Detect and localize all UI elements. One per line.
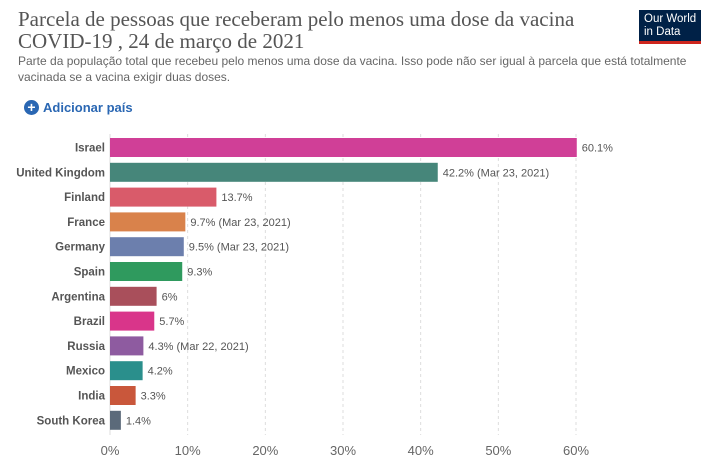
gridlines	[109, 134, 577, 435]
logo-line-2: in Data	[644, 26, 681, 38]
category-label: Argentina	[51, 291, 105, 303]
x-tick-label: 40%	[408, 443, 434, 458]
bar	[110, 410, 121, 430]
bar	[110, 336, 144, 356]
value-label: 5.7%	[159, 316, 184, 328]
category-label: Spain	[74, 267, 105, 279]
category-label: Israel	[75, 143, 105, 155]
value-label: 13.7%	[221, 192, 252, 204]
bar	[110, 162, 438, 182]
value-label: 9.3%	[187, 267, 212, 279]
add-country-label: Adicionar país	[43, 100, 133, 115]
category-label: India	[78, 391, 105, 403]
bar	[110, 187, 217, 207]
category-label: Russia	[67, 341, 105, 353]
category-label: France	[67, 217, 105, 229]
value-label: 4.2%	[148, 366, 173, 378]
category-label: Brazil	[74, 316, 105, 328]
x-tick-label: 60%	[563, 443, 589, 458]
add-country-button[interactable]: + Adicionar país	[24, 100, 133, 115]
plus-circle-icon: +	[24, 100, 39, 115]
logo-line-1: Our World	[644, 13, 697, 25]
x-tick-label: 20%	[252, 443, 278, 458]
category-label: South Korea	[37, 415, 106, 427]
category-label: Mexico	[66, 366, 105, 378]
chart-title: Parcela de pessoas que receberam pelo me…	[18, 7, 575, 53]
bar	[110, 138, 577, 157]
value-label: 6%	[162, 291, 178, 303]
x-tick-label: 0%	[101, 443, 120, 458]
value-label: 3.3%	[141, 391, 166, 403]
bar	[110, 311, 155, 331]
x-tick-label: 50%	[485, 443, 511, 458]
x-tick-label: 30%	[330, 443, 356, 458]
bar	[110, 212, 186, 232]
value-label: 9.5% (Mar 23, 2021)	[189, 242, 289, 254]
value-label: 42.2% (Mar 23, 2021)	[443, 167, 549, 179]
chart-subtitle: Parte da população total que recebeu pel…	[18, 54, 687, 84]
category-label: United Kingdom	[16, 167, 105, 179]
bars: Israel 60.1% United Kingdom 42.2% (Mar 23, …	[16, 138, 613, 430]
x-tick-label: 10%	[175, 443, 201, 458]
category-label: Finland	[64, 192, 105, 204]
bar	[110, 262, 183, 281]
bar	[110, 286, 157, 306]
value-label: 4.3% (Mar 22, 2021)	[148, 341, 248, 353]
value-label: 60.1%	[582, 143, 613, 155]
value-label: 1.4%	[126, 415, 151, 427]
x-axis-ticks: 0% 10% 20% 30% 40% 50% 60%	[101, 443, 590, 458]
value-label: 9.7% (Mar 23, 2021)	[190, 217, 290, 229]
category-label: Germany	[55, 242, 105, 254]
bar	[110, 361, 143, 381]
bar	[110, 386, 136, 405]
bar	[110, 237, 184, 257]
owid-logo[interactable]: Our World in Data	[639, 10, 701, 44]
